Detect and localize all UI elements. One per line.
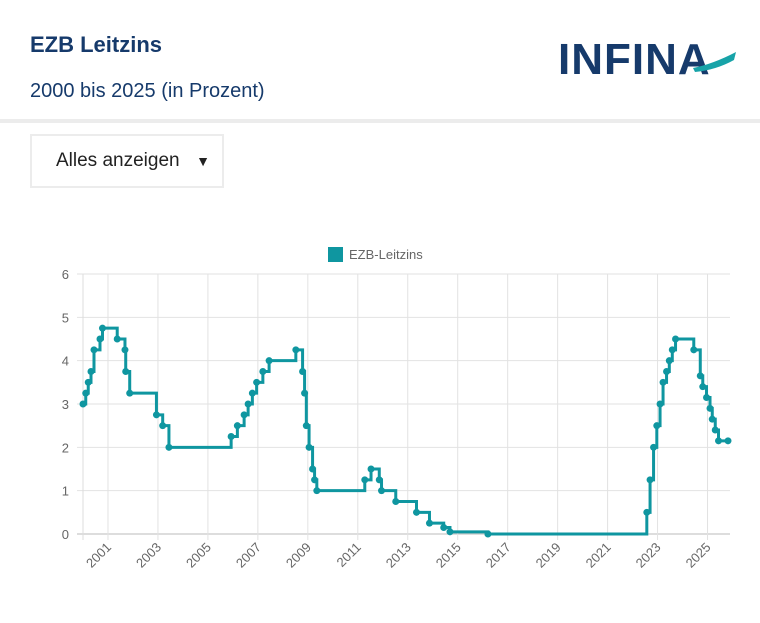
rate-chart: 0 1 2 3 4 5 6 2001 2003 2005 2007 2009 2011 2013 2015 2… (62, 247, 732, 571)
data-point (79, 400, 87, 408)
header-divider (0, 119, 760, 123)
data-point (711, 426, 719, 434)
legend-label: EZB-Leitzins (349, 247, 423, 262)
data-point (656, 400, 664, 408)
data-point (663, 368, 671, 375)
data-point (253, 378, 261, 386)
data-point (113, 335, 121, 343)
x-tick-label: 2025 (683, 540, 714, 571)
data-point (440, 524, 448, 531)
data-point (248, 389, 256, 397)
x-tick-label: 2021 (583, 540, 614, 571)
x-tick-label: 2015 (433, 540, 464, 571)
data-point (126, 389, 134, 397)
data-point (696, 372, 704, 380)
x-tick-label: 2009 (283, 540, 314, 571)
y-tick-label: 1 (62, 484, 69, 499)
y-tick-label: 5 (62, 310, 69, 325)
data-point (299, 368, 307, 375)
data-point (259, 368, 267, 375)
data-point (165, 443, 173, 451)
data-point (672, 335, 680, 343)
y-tick-label: 6 (62, 267, 69, 282)
svg-text:INFINA: INFINA (558, 35, 711, 80)
x-tick-label: 2013 (383, 540, 414, 571)
x-tick-label: 2019 (533, 540, 564, 571)
range-select[interactable]: Alles anzeigen ▼ (30, 134, 224, 188)
data-point (82, 389, 90, 397)
y-tick-label: 2 (62, 440, 69, 455)
data-point (708, 415, 716, 423)
data-point (292, 346, 300, 354)
triangle-down-icon: ▼ (196, 153, 210, 169)
data-point (375, 476, 383, 484)
x-tick-label: 2001 (83, 540, 114, 571)
range-select-value: Alles anzeigen (56, 150, 180, 171)
data-point (715, 437, 723, 445)
data-point (84, 378, 92, 386)
data-point (703, 394, 711, 401)
data-point (724, 437, 732, 445)
data-point (301, 389, 309, 397)
x-tick-label: 2007 (233, 540, 264, 571)
data-point (244, 400, 252, 408)
series-line (83, 326, 729, 536)
data-point (367, 465, 375, 473)
data-point (309, 465, 317, 473)
data-point (653, 422, 661, 430)
data-point (122, 368, 130, 375)
data-point (240, 411, 248, 419)
data-point (159, 422, 167, 430)
data-point (650, 443, 658, 451)
data-point (425, 519, 433, 527)
data-point (311, 476, 319, 484)
data-point (152, 411, 160, 419)
data-point (265, 357, 273, 365)
data-point (313, 487, 321, 495)
data-point (96, 335, 104, 343)
x-tick-label: 2005 (183, 540, 214, 571)
data-point (121, 346, 129, 354)
data-point (646, 476, 654, 484)
data-point (392, 498, 400, 505)
x-tick-label: 2011 (334, 540, 364, 570)
x-tick-label: 2003 (133, 540, 164, 571)
data-point (361, 476, 369, 484)
y-tick-label: 3 (62, 397, 69, 412)
infina-logo: INFINA (558, 35, 736, 80)
chart-legend[interactable]: EZB-Leitzins (328, 247, 423, 262)
data-point (699, 383, 707, 391)
data-point (233, 422, 241, 430)
y-tick-label: 4 (62, 354, 69, 369)
data-point (98, 324, 106, 332)
data-point (302, 422, 310, 430)
data-point (668, 346, 676, 354)
data-point (706, 404, 714, 412)
data-point (665, 357, 673, 365)
legend-swatch (328, 247, 343, 262)
data-point (412, 508, 420, 516)
data-point (305, 443, 313, 451)
data-point (690, 346, 698, 354)
data-point (484, 530, 492, 538)
data-point (659, 378, 667, 386)
x-tick-label: 2023 (633, 540, 664, 571)
data-point (643, 508, 651, 516)
page-subtitle: 2000 bis 2025 (in Prozent) (30, 80, 265, 102)
x-tick-label: 2017 (483, 540, 514, 571)
data-point (227, 433, 235, 440)
data-point (87, 368, 95, 375)
y-tick-label: 0 (62, 527, 69, 542)
data-point (90, 346, 98, 354)
data-point (446, 528, 454, 536)
data-point (378, 487, 386, 495)
page-title: EZB Leitzins (30, 32, 163, 57)
